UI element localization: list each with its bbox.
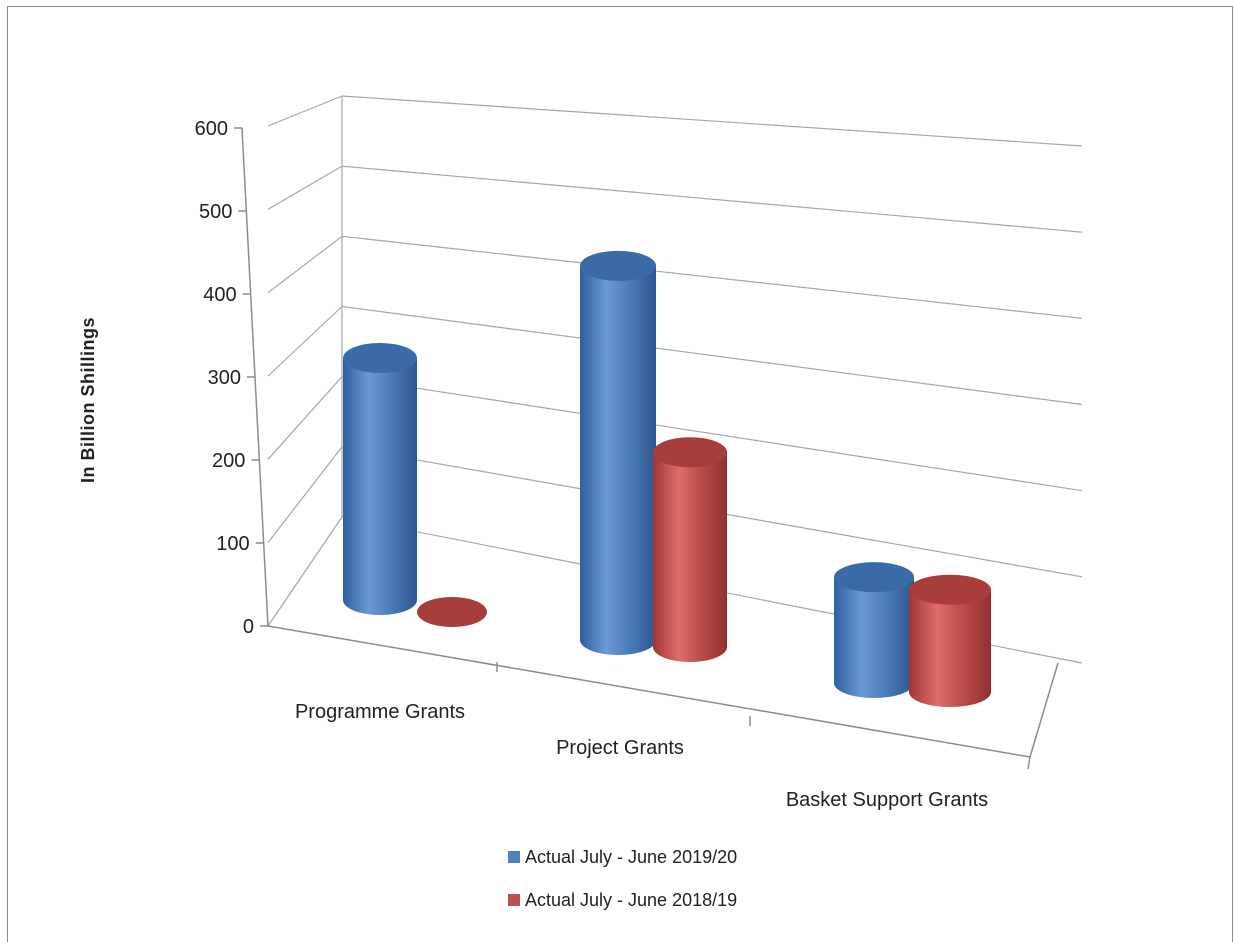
y-tick-label: 100 <box>216 533 249 555</box>
x-category-label: Basket Support Grants <box>786 789 988 811</box>
gridline-left-wall <box>267 306 343 377</box>
y-tick-label: 300 <box>208 367 241 389</box>
gridline-back-wall <box>341 305 1083 406</box>
bar-series1-2 <box>834 562 914 698</box>
gridline-left-wall <box>267 446 343 544</box>
axes <box>234 127 1059 770</box>
legend: Actual July - June 2019/20 Actual July - … <box>508 847 737 910</box>
bar-series2-2 <box>909 574 991 707</box>
cylinder-top <box>343 342 417 373</box>
floor-right-edge <box>1029 662 1059 758</box>
x-category-label: Project Grants <box>556 737 684 759</box>
x-axis-line <box>267 625 1031 758</box>
bar-series1-1 <box>580 250 656 655</box>
labels: 0 100 200 300 400 500 600 Programme Grants Proje… <box>78 118 988 811</box>
gridline-back-wall <box>341 95 1083 147</box>
legend-label: Actual July - June 2018/19 <box>525 890 737 910</box>
legend-swatch <box>508 851 520 863</box>
gridline-back-wall <box>341 376 1083 492</box>
bar-series1-0 <box>343 342 417 615</box>
cylinder-top <box>580 250 656 281</box>
x-axis-end-tick <box>1027 756 1031 770</box>
bar-series2-0 <box>417 597 487 627</box>
cylinder-top <box>417 597 487 627</box>
gridline-back-wall <box>341 235 1083 319</box>
cylinder-top <box>834 562 914 593</box>
cylinder-top <box>909 574 991 605</box>
gridline-back-wall <box>341 165 1083 233</box>
x-category-label: Programme Grants <box>295 701 465 723</box>
cylinder-body <box>834 577 914 698</box>
gridline-left-wall <box>267 165 343 210</box>
y-tick-label: 500 <box>199 201 232 223</box>
y-tick-label: 400 <box>203 284 236 306</box>
cylinder-body <box>653 452 727 662</box>
gridline-left-wall <box>267 235 343 294</box>
y-axis-title: In Billion Shillings <box>78 317 98 483</box>
gridline-left-wall <box>267 95 343 127</box>
bars <box>343 250 991 707</box>
gridline-left-wall <box>267 516 343 627</box>
cylinder-body <box>580 265 656 655</box>
cylinder-body <box>343 357 417 615</box>
legend-label: Actual July - June 2019/20 <box>525 847 737 867</box>
y-tick-label: 0 <box>243 616 254 638</box>
bar-series2-1 <box>653 437 727 662</box>
cylinder-body <box>909 589 991 707</box>
y-tick-label: 600 <box>195 118 228 140</box>
legend-swatch <box>508 894 520 906</box>
y-tick-label: 200 <box>212 450 245 472</box>
cylinder-top <box>653 437 727 468</box>
gridline-left-wall <box>267 376 343 460</box>
